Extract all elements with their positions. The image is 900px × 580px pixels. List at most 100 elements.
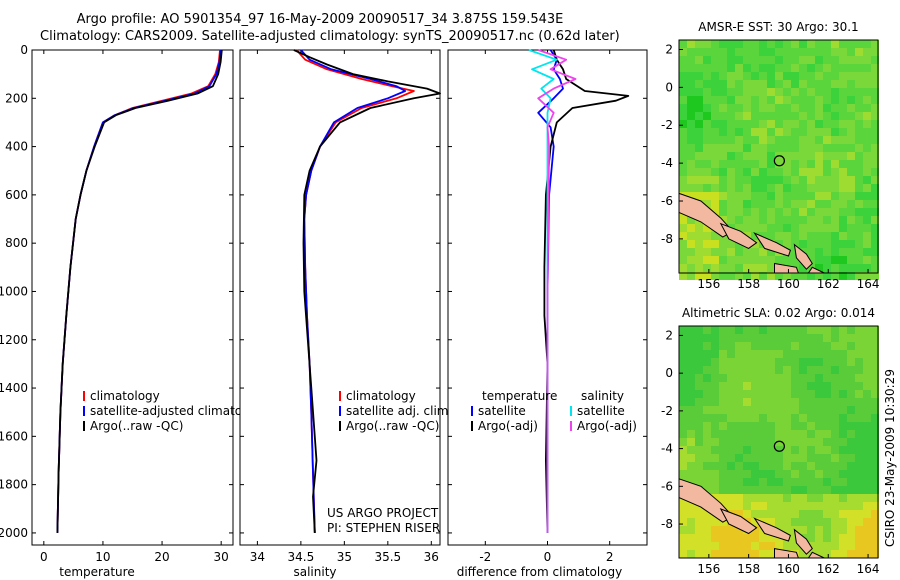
map-cell [711, 526, 719, 534]
map-cell [799, 224, 807, 232]
map-cell [695, 248, 703, 256]
map-cell [751, 422, 759, 430]
map-cell [703, 422, 711, 430]
map-cell [871, 152, 879, 160]
salinity-panel: 34 34.5 35 35.5 36 salinity climatologysatelli… [239, 49, 452, 579]
map-cell [807, 248, 815, 256]
map-cell [679, 350, 687, 358]
legend-label: temperature [482, 389, 557, 403]
map-cell [791, 542, 799, 550]
map-cell [831, 366, 839, 374]
map-cell [815, 56, 823, 64]
map-cell [815, 526, 823, 534]
map-cell [847, 526, 855, 534]
map-cell [687, 374, 695, 382]
map-cell [871, 398, 879, 406]
map-cell [687, 248, 695, 256]
map-cell [767, 350, 775, 358]
map-cell [871, 176, 879, 184]
map-cell [727, 128, 735, 136]
map-cell [871, 510, 879, 518]
map-cell [735, 526, 743, 534]
map-cell [743, 120, 751, 128]
map-cell [871, 518, 879, 526]
map-cell [735, 438, 743, 446]
map-cell [783, 192, 791, 200]
map-cell [871, 192, 879, 200]
map-cell [679, 438, 687, 446]
map-cell [679, 334, 687, 342]
map-cell [767, 454, 775, 462]
map-cell [687, 48, 695, 56]
map-cell [759, 104, 767, 112]
y-tick-label: 1200 [0, 333, 28, 347]
map-cell [775, 64, 783, 72]
map-cell [799, 88, 807, 96]
map-cell [791, 486, 799, 494]
series-line-salinity-argo-adj- [537, 49, 577, 533]
map-cell [703, 390, 711, 398]
map-cell [743, 136, 751, 144]
map-cell [847, 366, 855, 374]
map-cell [719, 414, 727, 422]
map-cell [695, 518, 703, 526]
map-cell [711, 414, 719, 422]
map-cell [679, 398, 687, 406]
map-cell [855, 112, 863, 120]
map-cell [695, 470, 703, 478]
map-cell [679, 216, 687, 224]
map-cell [703, 382, 711, 390]
map-cell [727, 240, 735, 248]
map-cell [863, 40, 871, 48]
map-cell [847, 326, 855, 334]
map-cell [863, 200, 871, 208]
map-cell [831, 534, 839, 542]
map-cell [863, 478, 871, 486]
map-cell [863, 422, 871, 430]
map-cell [767, 136, 775, 144]
map-cell [719, 398, 727, 406]
sla-map: Altimetric SLA: 0.02 Argo: 0.014 156 158 16… [661, 306, 879, 576]
map-cell [847, 478, 855, 486]
map-cell [695, 160, 703, 168]
map-cell [871, 264, 879, 272]
map-cell [799, 120, 807, 128]
map-cell [735, 96, 743, 104]
map-cell [831, 470, 839, 478]
map-cell [695, 414, 703, 422]
map-cell [823, 112, 831, 120]
map-cell [751, 486, 759, 494]
map-cell [831, 104, 839, 112]
map-cell [823, 470, 831, 478]
map-cell [775, 96, 783, 104]
map-frame [678, 39, 879, 274]
map-cell [703, 64, 711, 72]
map-cell [703, 350, 711, 358]
map-cell [695, 176, 703, 184]
map-cell [743, 152, 751, 160]
map-cell [815, 184, 823, 192]
map-cell [871, 232, 879, 240]
map-cell [847, 494, 855, 502]
map-cell [759, 534, 767, 542]
map-cell [727, 264, 735, 272]
map-cell [815, 414, 823, 422]
map-cell [783, 358, 791, 366]
map-cell [743, 462, 751, 470]
map-cell [727, 390, 735, 398]
map-cell [863, 406, 871, 414]
map-cell [855, 358, 863, 366]
map-cell [815, 96, 823, 104]
map-cell [839, 272, 847, 280]
map-cell [815, 334, 823, 342]
map-cell [727, 56, 735, 64]
map-cell [783, 486, 791, 494]
map-cell [759, 80, 767, 88]
map-cell [775, 438, 783, 446]
map-cell [815, 366, 823, 374]
map-cell [711, 104, 719, 112]
map-cell [807, 72, 815, 80]
map-cell [823, 224, 831, 232]
map-cell [711, 48, 719, 56]
map-cell [823, 494, 831, 502]
